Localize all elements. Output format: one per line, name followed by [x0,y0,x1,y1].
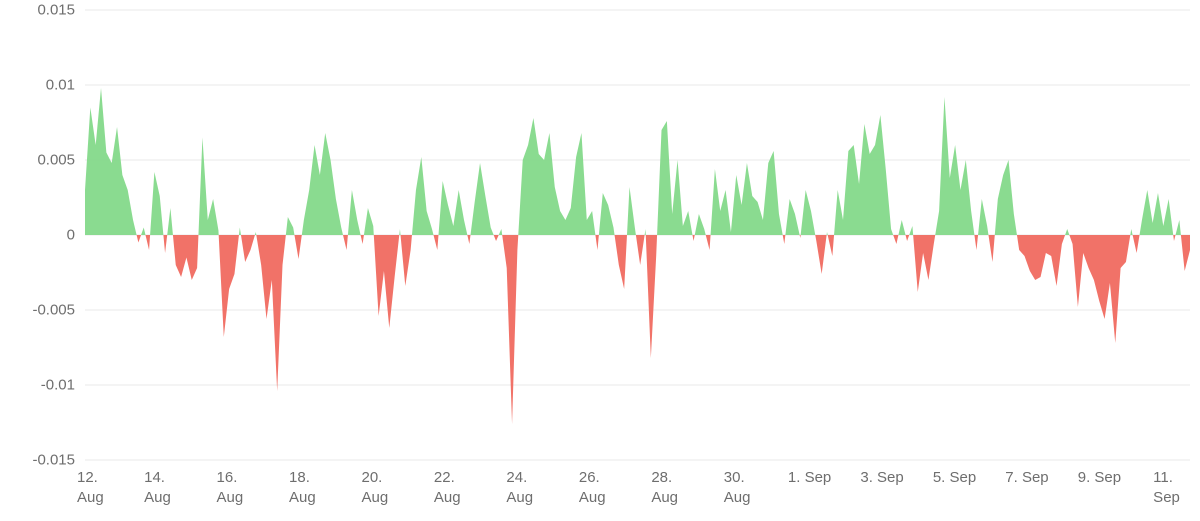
chart-svg [0,0,1200,521]
posneg-area-chart: -0.015 -0.01 -0.005 0 0.005 0.01 0.015 12. Aug… [0,0,1200,521]
y-axis-tick-label: -0.015 [32,452,75,469]
y-axis-tick-label: -0.005 [32,302,75,319]
x-axis-tick-label: 9. Sep [1078,468,1121,488]
y-axis-tick-label: 0.005 [37,152,75,169]
x-axis-tick-label: 22. Aug [434,468,461,507]
y-axis-tick-label: 0.015 [37,2,75,19]
x-axis-tick-label: 20. Aug [361,468,388,507]
positive-area [85,88,1181,235]
x-axis-tick-label: 28. Aug [651,468,678,507]
x-axis-tick-label: 26. Aug [579,468,606,507]
y-axis-tick-label: -0.01 [41,377,75,394]
x-axis-tick-label: 11. Sep [1153,468,1180,507]
x-axis-tick-label: 7. Sep [1005,468,1048,488]
x-axis-tick-label: 24. Aug [506,468,533,507]
x-axis-tick-label: 3. Sep [860,468,903,488]
x-axis-tick-label: 1. Sep [788,468,831,488]
y-axis-tick-label: 0 [67,227,75,244]
x-axis-tick-label: 30. Aug [724,468,751,507]
x-axis-tick-label: 12. Aug [77,468,104,507]
x-axis-tick-label: 18. Aug [289,468,316,507]
x-axis-tick-label: 5. Sep [933,468,976,488]
negative-area [137,235,1190,424]
x-axis-tick-label: 16. Aug [217,468,244,507]
y-axis-tick-label: 0.01 [46,77,75,94]
x-axis-tick-label: 14. Aug [144,468,171,507]
